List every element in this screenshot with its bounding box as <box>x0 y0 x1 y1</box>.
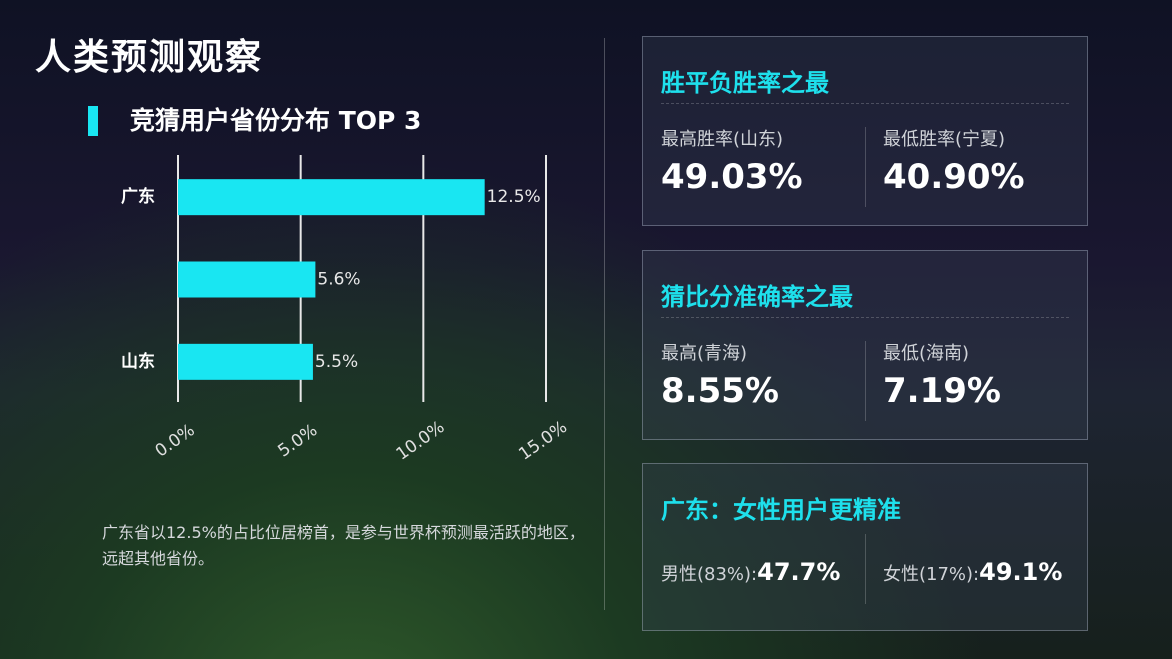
panel-rule <box>661 103 1069 104</box>
panel-title: 猜比分准确率之最 <box>661 283 853 311</box>
caption: 广东省以12.5%的占比位居榜首，是参与世界杯预测最活跃的地区，远超其他省份。 <box>102 523 585 568</box>
bar <box>178 179 485 216</box>
panel-separator <box>865 127 866 207</box>
item-label: 最高胜率(山东) <box>661 129 784 150</box>
item-value: 49.1% <box>979 558 1063 586</box>
page-title: 人类预测观察 <box>35 37 264 78</box>
info-panel: 胜平负胜率之最最高胜率(山东) 49.03% 最低胜率(宁夏) 40.90% <box>642 36 1088 226</box>
info-panel: 广东：女性用户更精准 男性(83%):47.7% 女性(17%):49.1% <box>642 463 1088 631</box>
panel-item: 最低胜率(宁夏) 40.90% <box>883 125 1083 197</box>
item-label: 男性(83%): <box>661 564 758 585</box>
panel-separator <box>865 341 866 421</box>
item-value: 7.19% <box>883 371 1001 411</box>
title-marker <box>88 106 98 136</box>
item-label: 最高(青海) <box>661 343 748 364</box>
divider <box>604 38 605 610</box>
x-tick-label: 10.0% <box>393 417 449 464</box>
x-tick-label: 0.0% <box>152 420 199 461</box>
chart: 竞猜用户省份分布 TOP 3 0.0% 5.0% 10.0% 15.0% 广东 12.5%… <box>88 106 571 465</box>
item-label: 女性(17%): <box>883 564 980 585</box>
panel-rule <box>661 317 1069 318</box>
y-tick-label: 山东 <box>121 351 155 372</box>
item-value: 8.55% <box>661 371 779 411</box>
x-tick-label: 15.0% <box>515 417 571 464</box>
panel-title: 胜平负胜率之最 <box>661 69 829 97</box>
panel-item: 女性(17%):49.1% <box>883 558 1103 586</box>
y-tick-label: 广东 <box>121 186 155 207</box>
panel-item: 最高胜率(山东) 49.03% <box>661 125 861 197</box>
value-label: 5.6% <box>317 270 360 290</box>
item-label: 最低(海南) <box>883 343 970 364</box>
value-label: 5.5% <box>315 352 358 372</box>
chart-title: 竞猜用户省份分布 TOP 3 <box>130 106 421 135</box>
item-value: 49.03% <box>661 157 803 197</box>
panel-title: 广东：女性用户更精准 <box>661 496 901 524</box>
panel-item: 男性(83%):47.7% <box>661 558 881 586</box>
x-tick-label: 5.0% <box>274 420 321 461</box>
item-value: 40.90% <box>883 157 1025 197</box>
bar <box>178 261 316 298</box>
panel-separator <box>865 534 866 604</box>
info-panel: 猜比分准确率之最最高(青海) 8.55% 最低(海南) 7.19% <box>642 250 1088 440</box>
panel-item: 最高(青海) 8.55% <box>661 339 861 411</box>
item-value: 47.7% <box>757 558 841 586</box>
item-label: 最低胜率(宁夏) <box>883 129 1006 150</box>
value-label: 12.5% <box>487 187 541 207</box>
panel-item: 最低(海南) 7.19% <box>883 339 1083 411</box>
bar <box>178 343 313 380</box>
